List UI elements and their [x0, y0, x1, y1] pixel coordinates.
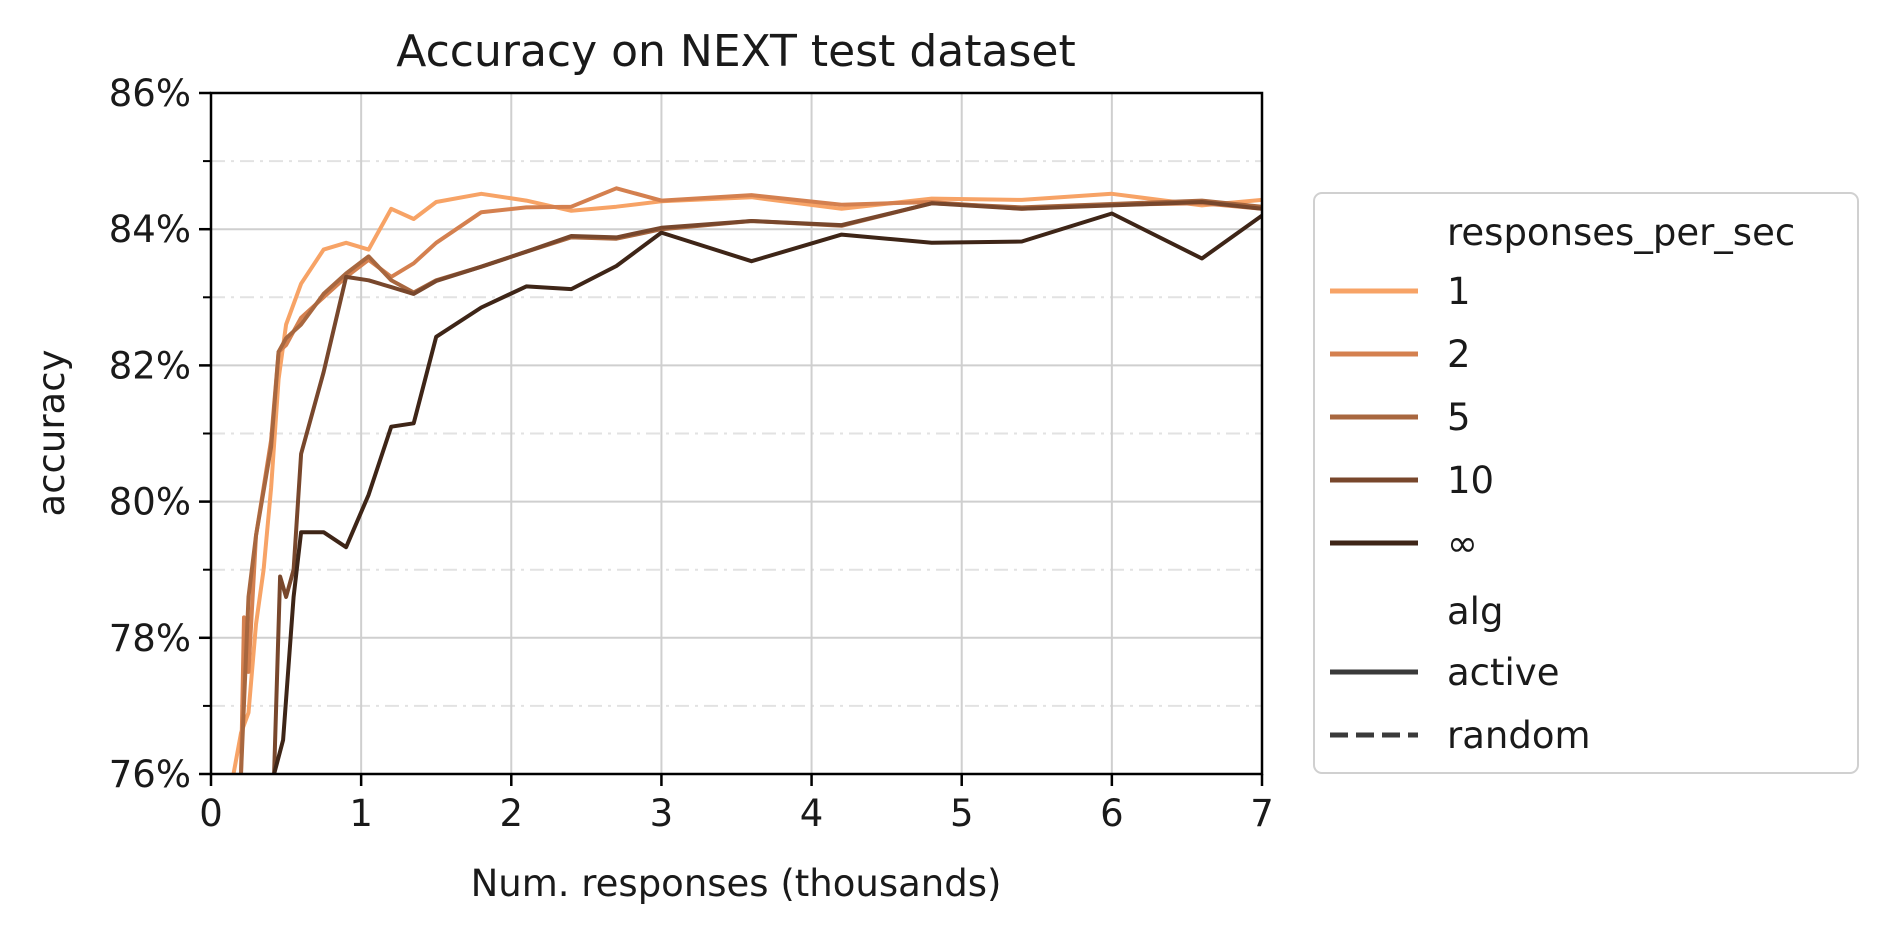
- x-tick-label: 3: [650, 792, 674, 835]
- series-line: [239, 186, 1262, 774]
- y-tick-label: 86%: [109, 72, 191, 115]
- legend-label: 10: [1447, 459, 1494, 502]
- axis-ticks: 76% 78% 80% 82% 84% 86% 0 1 2 3 4 5 6 7: [109, 72, 1274, 835]
- x-tick-label: 2: [500, 792, 524, 835]
- y-tick-label: 82%: [109, 344, 191, 387]
- series-lines: [231, 186, 1262, 774]
- y-tick-label: 76%: [109, 753, 191, 796]
- legend-label: 1: [1447, 270, 1471, 313]
- legend-items: 1 2 5 10 ∞: [1330, 270, 1494, 565]
- legend-hue-title: responses_per_sec: [1447, 211, 1795, 254]
- legend-label: 2: [1447, 333, 1471, 376]
- y-axis-label: accuracy: [30, 350, 73, 517]
- x-tick-label: 1: [349, 792, 373, 835]
- legend: responses_per_sec 1 2 5 10 ∞ alg active rando…: [1313, 192, 1859, 774]
- x-tick-label: 7: [1250, 792, 1274, 835]
- legend-box: [1313, 192, 1859, 774]
- x-tick-label: 0: [199, 792, 223, 835]
- legend-style-label: random: [1447, 714, 1591, 757]
- y-tick-label: 84%: [109, 208, 191, 251]
- series-line: [272, 200, 1262, 774]
- series-line: [272, 211, 1262, 774]
- legend-label: ∞: [1447, 522, 1478, 565]
- series-line: [231, 191, 1262, 774]
- legend-styles: active random: [1330, 651, 1591, 757]
- y-tick-label: 80%: [109, 481, 191, 524]
- legend-style-label: active: [1447, 651, 1559, 694]
- legend-style-title: alg: [1447, 590, 1503, 633]
- y-tick-label: 78%: [109, 617, 191, 660]
- chart-title: Accuracy on NEXT test dataset: [396, 26, 1075, 77]
- x-tick-label: 4: [800, 792, 824, 835]
- legend-label: 5: [1447, 396, 1471, 439]
- x-tick-label: 5: [950, 792, 974, 835]
- x-axis-label: Num. responses (thousands): [471, 862, 1002, 905]
- x-tick-label: 6: [1100, 792, 1124, 835]
